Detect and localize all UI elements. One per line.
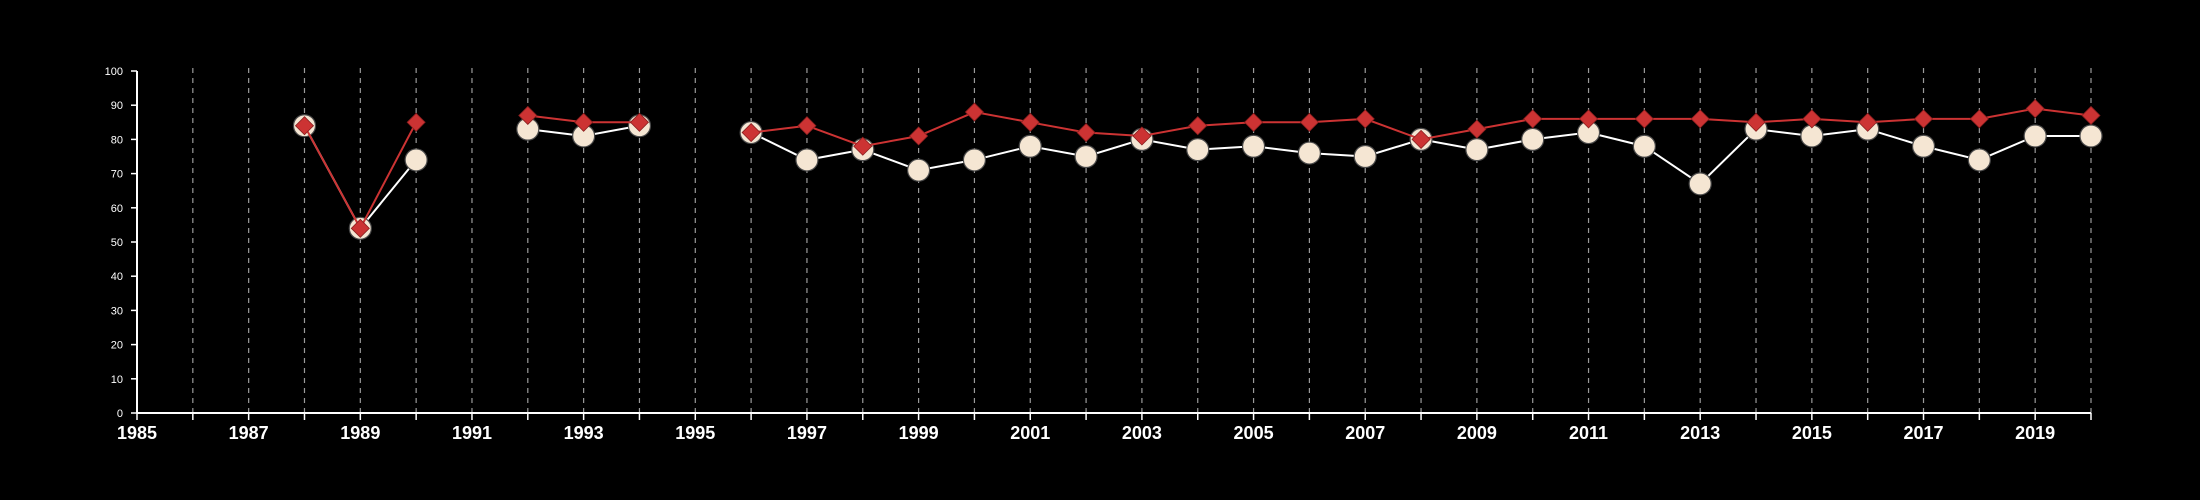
x-tick-label: 1999 bbox=[899, 423, 939, 443]
data-point-diamond bbox=[1634, 109, 1654, 129]
x-tick-label: 2019 bbox=[2015, 423, 2055, 443]
data-point-circle bbox=[962, 148, 987, 172]
data-point-diamond bbox=[909, 126, 929, 146]
data-point-diamond bbox=[1132, 126, 1152, 146]
x-tick-label: 2015 bbox=[1792, 423, 1832, 443]
data-point-diamond bbox=[518, 105, 538, 126]
x-tick-label: 1993 bbox=[564, 423, 604, 443]
data-point-diamond bbox=[574, 112, 594, 132]
y-tick-label: 90 bbox=[111, 100, 123, 112]
axis-layer: 0 10 20 30 40 50 60 70 80 90 100 1985 1987 1989 1991 19… bbox=[105, 66, 2092, 443]
data-point-diamond bbox=[1188, 116, 1208, 136]
x-tick-label: 1995 bbox=[675, 423, 715, 443]
data-point-diamond bbox=[1746, 112, 1766, 132]
x-tick-label: 2003 bbox=[1122, 423, 1162, 443]
data-point-diamond bbox=[741, 122, 761, 143]
y-tick-label: 30 bbox=[111, 305, 123, 317]
data-point-diamond bbox=[1411, 129, 1431, 149]
data-point-diamond bbox=[406, 112, 426, 132]
data-point-diamond bbox=[1858, 112, 1878, 132]
data-point-diamond bbox=[964, 102, 984, 122]
data-point-diamond bbox=[294, 116, 315, 136]
data-point-diamond bbox=[2081, 105, 2101, 126]
x-tick-label: 1989 bbox=[340, 423, 380, 443]
data-point-circle bbox=[2079, 124, 2103, 148]
data-point-diamond bbox=[2025, 99, 2045, 119]
x-tick-label: 2009 bbox=[1457, 423, 1497, 443]
data-point-diamond bbox=[350, 218, 370, 238]
data-point-circle bbox=[2023, 124, 2047, 148]
data-point-circle bbox=[1967, 148, 1991, 172]
data-point-circle bbox=[1074, 144, 1098, 169]
y-tick-label: 80 bbox=[111, 134, 123, 146]
x-tick-label: 1997 bbox=[787, 423, 827, 443]
data-point-circle bbox=[1911, 134, 1936, 158]
y-tick-label: 70 bbox=[111, 169, 123, 181]
data-point-circle bbox=[1186, 138, 1210, 162]
data-point-diamond bbox=[1467, 119, 1487, 139]
data-point-diamond bbox=[1355, 109, 1375, 129]
y-tick-label: 0 bbox=[117, 408, 123, 420]
data-point-diamond bbox=[1523, 109, 1543, 129]
x-tick-label: 2017 bbox=[1903, 423, 1943, 443]
data-point-diamond bbox=[1969, 109, 1989, 129]
series-layer bbox=[292, 99, 2103, 240]
data-point-circle bbox=[906, 158, 931, 182]
data-point-diamond bbox=[1802, 109, 1822, 129]
x-tick-label: 1987 bbox=[229, 423, 269, 443]
data-point-diamond bbox=[1299, 112, 1319, 132]
data-point-circle bbox=[1297, 141, 1322, 165]
data-point-circle bbox=[1632, 134, 1656, 158]
y-tick-label: 40 bbox=[111, 271, 123, 283]
data-point-circle bbox=[1688, 172, 1712, 196]
data-point-diamond bbox=[853, 136, 873, 156]
data-point-diamond bbox=[1578, 109, 1599, 129]
y-tick-label: 20 bbox=[111, 340, 123, 352]
data-point-diamond bbox=[629, 112, 650, 132]
data-point-diamond bbox=[797, 116, 817, 136]
data-point-diamond bbox=[1244, 112, 1264, 132]
y-tick-label: 60 bbox=[111, 203, 123, 215]
x-tick-label: 1985 bbox=[117, 423, 157, 443]
grid-layer bbox=[192, 68, 2092, 413]
x-tick-label: 2013 bbox=[1680, 423, 1720, 443]
data-point-circle bbox=[795, 148, 819, 172]
y-tick-label: 100 bbox=[105, 66, 123, 78]
y-tick-label: 50 bbox=[111, 237, 123, 249]
data-point-diamond bbox=[1690, 109, 1710, 129]
x-tick-label: 2007 bbox=[1345, 423, 1385, 443]
data-point-circle bbox=[1521, 127, 1545, 151]
data-point-diamond bbox=[1076, 122, 1096, 143]
y-tick-label: 10 bbox=[111, 374, 123, 386]
x-tick-label: 2011 bbox=[1569, 423, 1608, 443]
series-2 bbox=[294, 99, 2101, 238]
data-point-circle bbox=[404, 148, 428, 172]
data-point-diamond bbox=[1020, 112, 1040, 132]
x-tick-label: 2001 bbox=[1010, 423, 1050, 443]
data-point-circle bbox=[1241, 134, 1266, 158]
data-point-diamond bbox=[1913, 109, 1934, 129]
data-point-circle bbox=[1465, 138, 1489, 162]
x-tick-label: 1991 bbox=[452, 423, 492, 443]
data-point-circle bbox=[1353, 144, 1377, 169]
data-point-circle bbox=[1018, 134, 1042, 158]
x-tick-label: 2005 bbox=[1234, 423, 1274, 443]
